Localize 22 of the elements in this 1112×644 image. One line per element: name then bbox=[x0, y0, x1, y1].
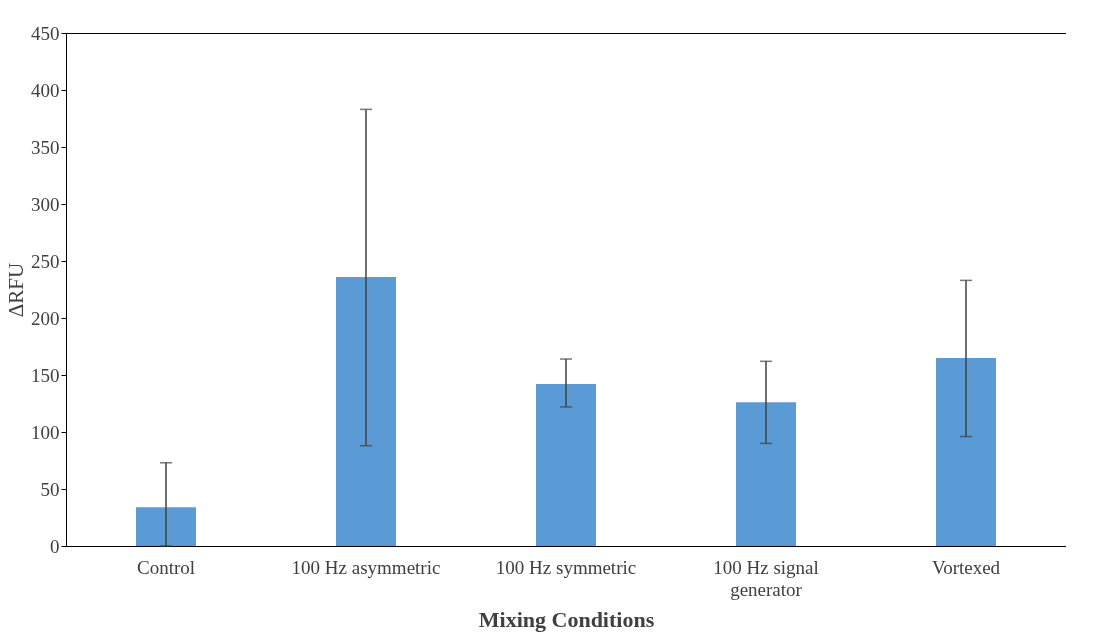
y-tick-label: 450 bbox=[31, 22, 60, 44]
y-tick-label: 350 bbox=[31, 136, 60, 158]
y-tick-label: 100 bbox=[31, 421, 60, 443]
bar bbox=[336, 276, 396, 546]
y-tick-label: 150 bbox=[31, 364, 60, 386]
y-tick-label: 400 bbox=[31, 79, 60, 101]
x-tick-label: Vortexed bbox=[931, 556, 1001, 578]
x-tick-label: 100 Hz symmetric bbox=[495, 556, 637, 578]
y-axis-title: ΔRFU bbox=[4, 262, 28, 318]
x-axis-title: Mixing Conditions bbox=[478, 606, 655, 632]
y-tick-label: 300 bbox=[31, 193, 60, 215]
y-tick-label: 200 bbox=[31, 307, 60, 329]
bar bbox=[536, 384, 596, 546]
y-tick-label: 0 bbox=[50, 535, 60, 557]
y-tick-label: 50 bbox=[40, 478, 60, 500]
x-tick-label: 100 Hz signal generator bbox=[713, 556, 819, 600]
x-tick-label: Control bbox=[136, 556, 196, 578]
bar bbox=[736, 402, 796, 546]
y-tick-label: 250 bbox=[31, 250, 60, 272]
bar bbox=[136, 507, 196, 546]
bar bbox=[936, 357, 996, 546]
x-tick-label: 100 Hz asymmetric bbox=[291, 556, 441, 578]
